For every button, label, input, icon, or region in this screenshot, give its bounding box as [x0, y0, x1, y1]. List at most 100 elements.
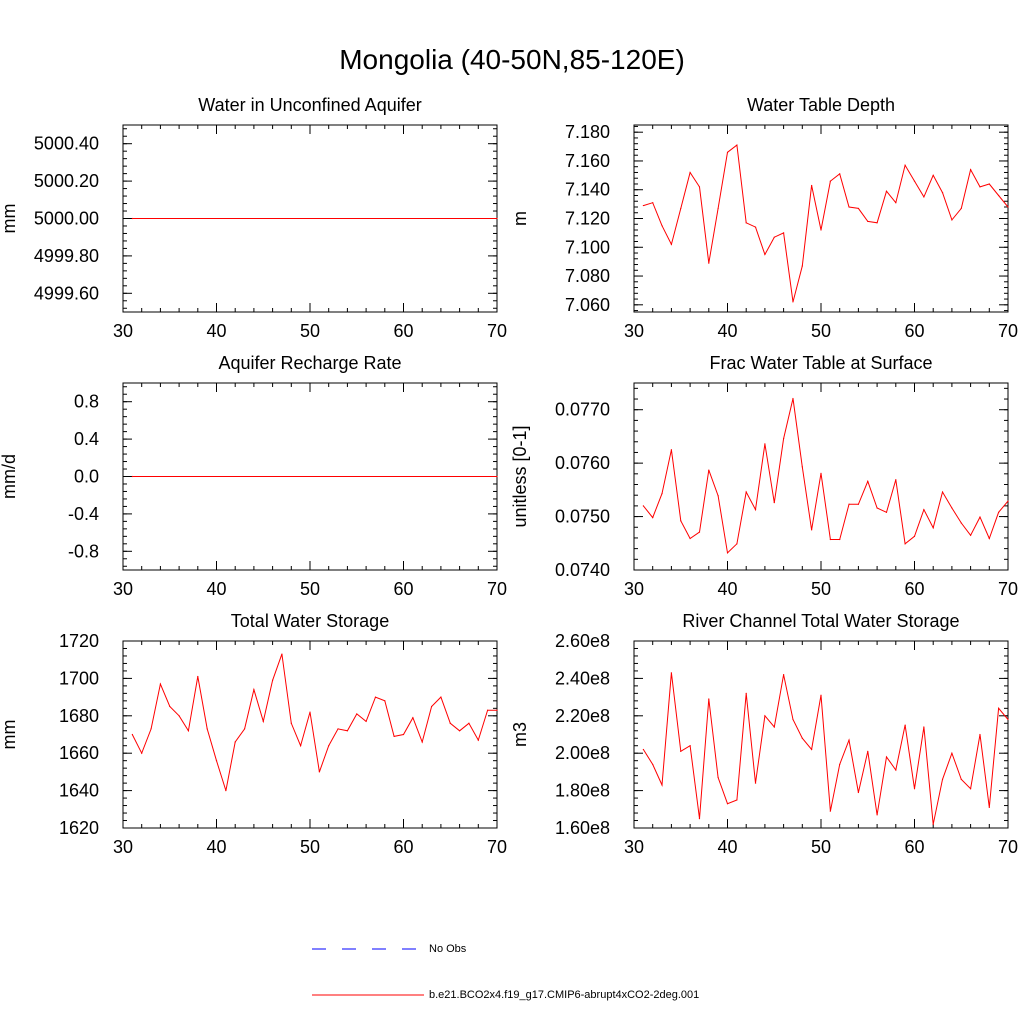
y-tick-label: 7.060 — [565, 295, 610, 315]
data-point — [792, 718, 794, 721]
data-point — [754, 226, 757, 228]
data-point — [857, 791, 860, 794]
x-tick-label: 70 — [487, 579, 507, 599]
data-point — [988, 183, 990, 185]
y-tick-label: 1680 — [59, 706, 99, 726]
data-point — [754, 509, 757, 511]
panel-6: River Channel Total Water Storage m3 30 40 5… — [510, 611, 1018, 857]
data-point — [1007, 500, 1009, 502]
y-axis-label: m — [510, 211, 530, 226]
data-point — [225, 790, 227, 792]
data-point — [764, 443, 766, 445]
y-axis-label: mm/d — [0, 454, 19, 499]
data-point — [337, 728, 339, 730]
plot-frame — [122, 640, 498, 829]
panel-2: Water Table Depth m 30 40 50 60 70 7.060 7.080 7.… — [510, 95, 1018, 341]
data-point — [932, 527, 934, 529]
x-tick-label: 50 — [300, 579, 320, 599]
x-tick-label: 70 — [487, 837, 507, 857]
data-point — [698, 186, 701, 188]
x-tick-label: 60 — [904, 579, 924, 599]
data-point — [801, 466, 803, 468]
x-tick-label: 70 — [998, 321, 1018, 341]
data-point — [262, 720, 264, 723]
y-tick-label: 2.60e8 — [555, 631, 610, 651]
x-tick-label: 50 — [811, 837, 831, 857]
data-point — [272, 679, 274, 681]
x-tick-label: 30 — [113, 321, 133, 341]
data-point — [468, 722, 470, 724]
data-point — [773, 726, 775, 728]
data-point — [642, 748, 644, 751]
panel-title: River Channel Total Water Storage — [682, 611, 959, 631]
y-tick-label: 1.80e8 — [555, 781, 610, 801]
data-point — [885, 511, 888, 513]
data-point — [923, 196, 925, 198]
data-point — [754, 782, 757, 784]
data-point — [932, 174, 934, 176]
x-tick-label: 40 — [717, 837, 737, 857]
data-point — [988, 806, 990, 809]
x-tick-label: 50 — [811, 321, 831, 341]
data-point — [801, 737, 803, 739]
data-point — [811, 529, 813, 531]
data-point — [885, 756, 888, 758]
data-point — [197, 675, 199, 678]
data-point — [960, 778, 962, 780]
y-tick-label: 7.080 — [565, 266, 610, 286]
data-point — [689, 171, 691, 174]
data-point — [680, 520, 682, 522]
x-tick-label: 30 — [624, 579, 644, 599]
data-point — [670, 449, 673, 451]
data-point — [393, 735, 395, 737]
data-point — [215, 760, 218, 762]
data-point — [848, 206, 850, 208]
y-axis-label: mm — [0, 720, 19, 750]
y-tick-label: 7.140 — [565, 180, 610, 200]
data-point — [876, 814, 878, 816]
panel-4: Frac Water Table at Surface unitless [0-1… — [510, 353, 1018, 599]
data-point — [970, 788, 972, 790]
data-point — [374, 696, 377, 698]
data-point — [281, 653, 283, 655]
data-point — [717, 207, 719, 210]
data-point — [496, 475, 498, 478]
data-point — [848, 503, 850, 505]
x-tick-label: 60 — [393, 321, 413, 341]
data-point — [736, 799, 738, 801]
data-point — [904, 724, 906, 726]
y-tick-label: 5000.00 — [34, 209, 99, 229]
data-point — [773, 236, 775, 238]
data-point — [159, 683, 161, 685]
y-tick-label: 2.40e8 — [555, 668, 610, 688]
data-point — [131, 217, 133, 220]
x-tick-label: 70 — [998, 579, 1018, 599]
data-point — [876, 222, 878, 224]
y-tick-label: 1720 — [59, 631, 99, 651]
data-point — [895, 202, 897, 204]
data-point — [904, 543, 906, 545]
data-point — [783, 232, 785, 234]
x-tick-label: 70 — [998, 837, 1018, 857]
y-tick-label: 5000.20 — [34, 171, 99, 191]
data-point — [960, 522, 962, 524]
data-point — [430, 705, 433, 708]
data-point — [764, 715, 766, 717]
data-point — [318, 771, 320, 773]
data-point — [300, 745, 302, 747]
data-point — [736, 144, 738, 146]
data-point — [680, 207, 682, 210]
plot-frame — [633, 640, 1009, 829]
y-tick-label: 0.8 — [74, 392, 99, 412]
data-point — [141, 752, 143, 754]
data-point — [642, 505, 644, 507]
data-point — [839, 763, 841, 766]
data-point — [848, 739, 850, 741]
panel-title: Water in Unconfined Aquifer — [198, 95, 421, 115]
data-point — [131, 733, 133, 736]
data-point — [670, 243, 673, 245]
data-point — [885, 190, 888, 192]
data-point — [477, 739, 479, 741]
data-point — [867, 750, 869, 752]
